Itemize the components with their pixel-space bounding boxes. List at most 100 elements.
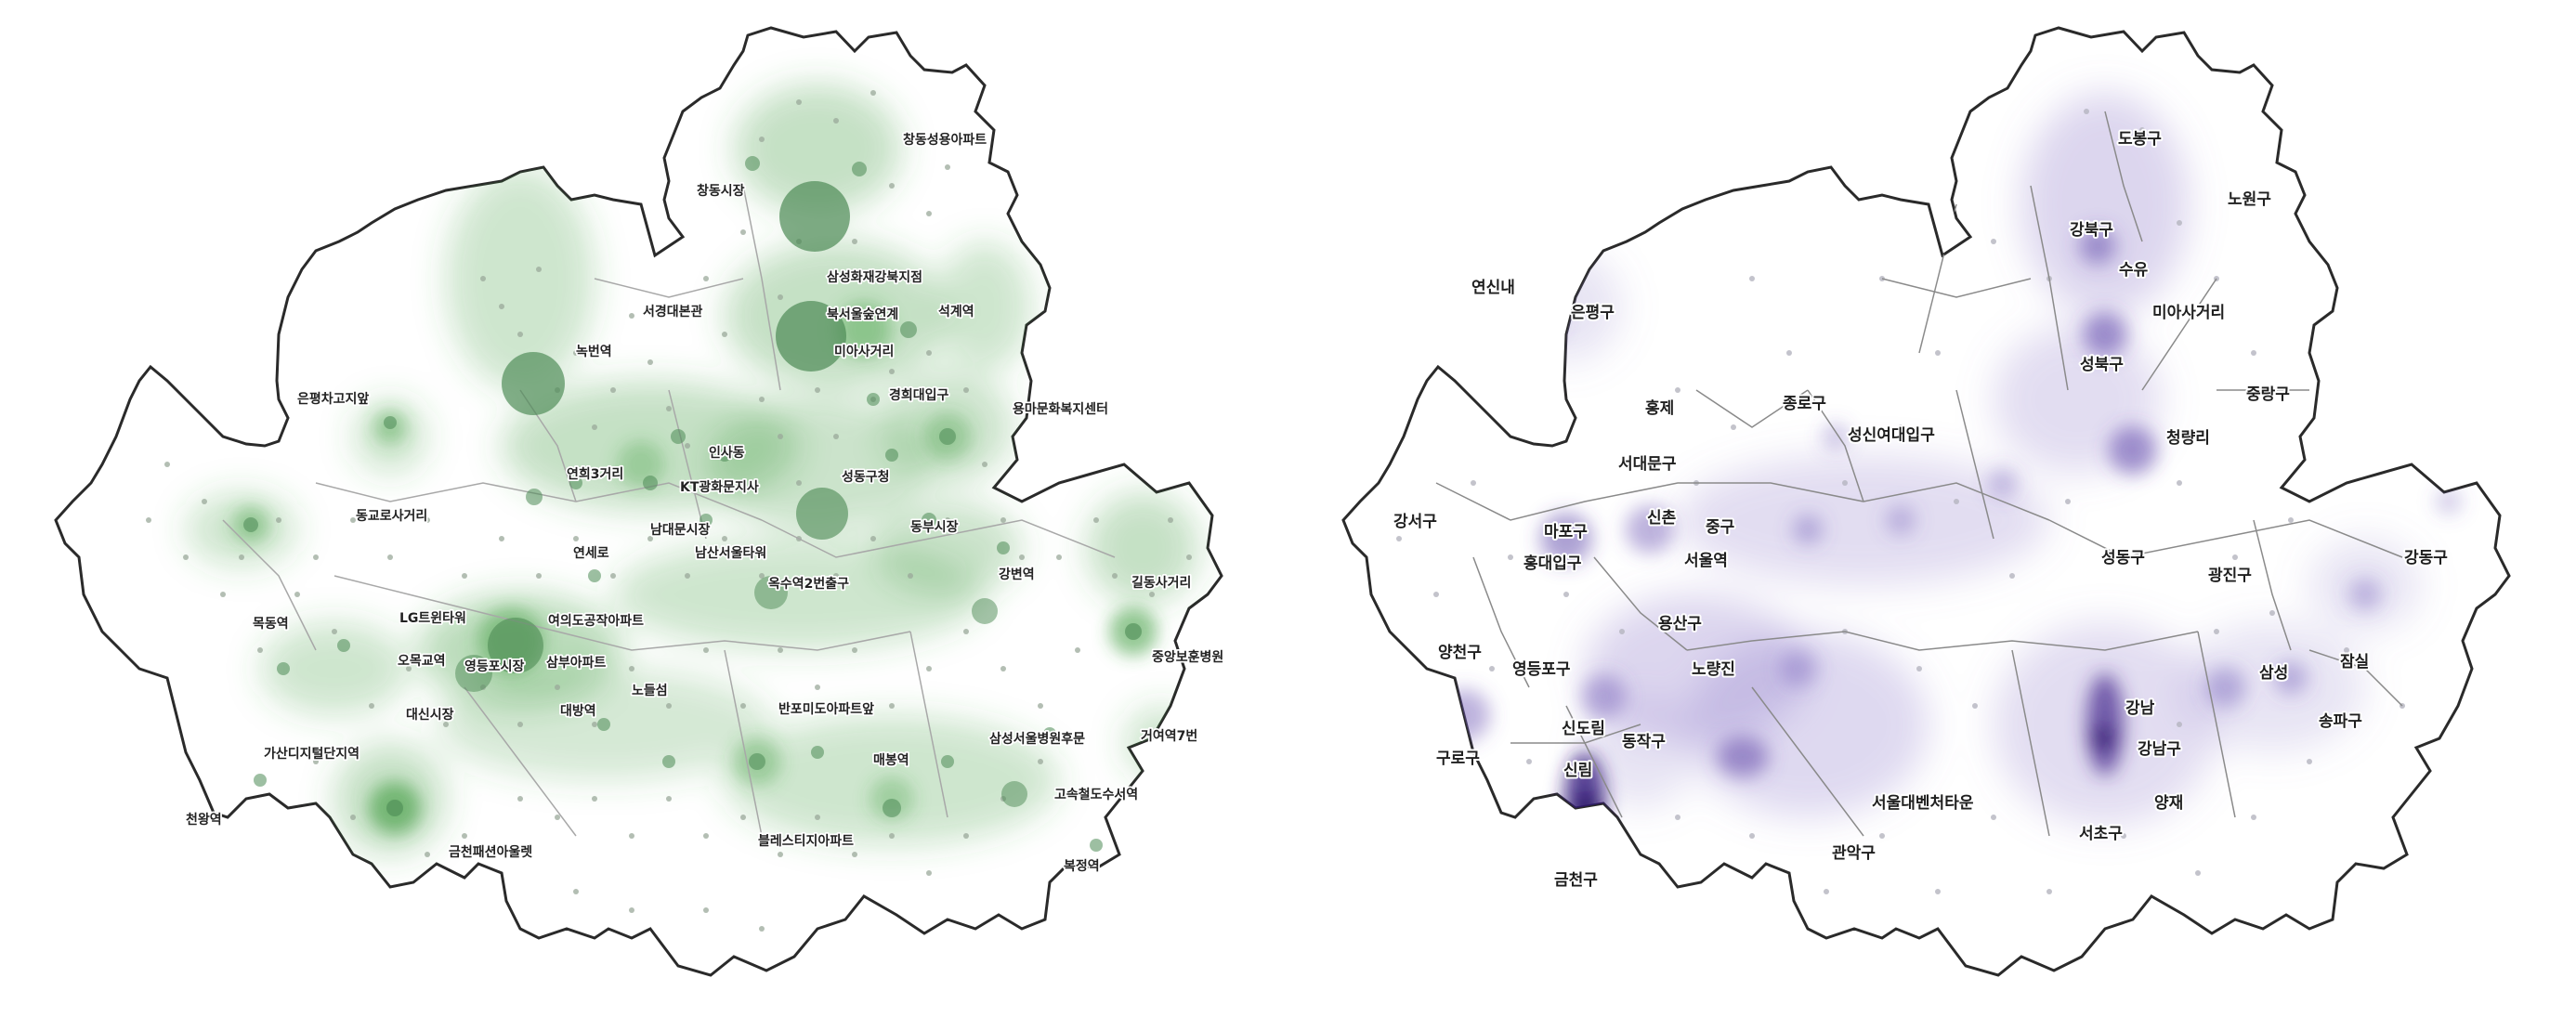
left-map-panel: 창동성용아파트 창동시장 삼성화재강북지점 북서울숲연계 석계역 서경대본관 녹… <box>54 26 1225 977</box>
district-label: 송파구 <box>2319 712 2362 731</box>
district-label: 은평구 <box>1571 304 1615 322</box>
map-label: 창동성용아파트 <box>903 132 987 148</box>
district-label: 서울역 <box>1684 552 1728 570</box>
district-label: 강동구 <box>2404 549 2448 567</box>
district-label: 강북구 <box>2070 221 2113 240</box>
district-label: 서대문구 <box>1618 455 1677 474</box>
map-label: 삼부아파트 <box>546 655 607 671</box>
bubble-small <box>972 598 998 624</box>
map-label: 경희대입구 <box>889 387 949 403</box>
map-label: LG트윈타워 <box>399 611 466 626</box>
district-label: 성신여대입구 <box>1848 426 1935 445</box>
district-label: 서울대벤처타운 <box>1872 794 1974 813</box>
map-label: 동교로사거리 <box>356 509 427 524</box>
map-label: 동부시장 <box>910 519 959 535</box>
map-label: 성동구청 <box>842 470 890 485</box>
right-heat-layer <box>1396 93 2462 894</box>
district-label: 잠실 <box>2340 653 2369 671</box>
district-label: 노량진 <box>1692 660 1735 679</box>
map-label: 서경대본관 <box>643 304 703 319</box>
map-label: 고속철도수서역 <box>1054 787 1138 802</box>
district-label: 서초구 <box>2079 825 2123 843</box>
district-label: 성동구 <box>2101 549 2145 567</box>
map-label: 길동사거리 <box>1131 576 1191 591</box>
map-label: 용마문화복지센터 <box>1013 402 1108 417</box>
district-label: 동작구 <box>1622 733 1666 751</box>
bubble-layer <box>243 156 1142 852</box>
district-label: 홍대입구 <box>1523 554 1582 573</box>
bubble-large <box>776 301 846 372</box>
bubble-small <box>455 655 492 692</box>
district-label: 도봉구 <box>2118 130 2162 149</box>
district-label: 중구 <box>1706 518 1735 537</box>
map-label: 대신시장 <box>406 707 454 723</box>
map-label: 천왕역 <box>186 812 222 828</box>
map-label: 블레스티지아파트 <box>758 833 854 849</box>
district-label: 용산구 <box>1658 615 1702 633</box>
right-map-panel: 도봉구 노원구 강북구 수유 은평구 미아사거리 성북구 중랑구 종로구 홍제 … <box>1288 0 2575 1017</box>
map-label: 남대문시장 <box>650 522 711 538</box>
district-label: 신림 <box>1563 762 1592 780</box>
district-label: 금천구 <box>1554 871 1598 890</box>
district-label: 홍제 <box>1645 398 1674 418</box>
map-label: 인사동 <box>709 445 745 461</box>
map-label: 강변역 <box>999 567 1035 582</box>
map-label: 녹번역 <box>576 344 612 359</box>
district-label: 강서구 <box>1393 513 1437 531</box>
map-label: 복정역 <box>1064 858 1100 874</box>
district-label: 광진구 <box>2208 567 2252 585</box>
district-label: 마포구 <box>1544 523 1588 541</box>
map-label: 여의도공작아파트 <box>548 613 644 629</box>
district-label: 수유 <box>2119 261 2149 280</box>
map-label: 거여역7번 <box>1141 728 1197 744</box>
district-label: 구로구 <box>1436 750 1480 768</box>
district-label: 미아사거리 <box>2152 304 2225 322</box>
bubble-medium <box>796 488 848 540</box>
map-label: 삼성서울병원후문 <box>989 731 1085 747</box>
map-label: 옥수역2번출구 <box>768 576 849 592</box>
right-map-svg: 도봉구 노원구 강북구 수유 은평구 미아사거리 성북구 중랑구 종로구 홍제 … <box>1341 26 2511 977</box>
left-labels: 창동성용아파트 창동시장 삼성화재강북지점 북서울숲연계 석계역 서경대본관 녹… <box>184 130 1225 876</box>
district-label: 성북구 <box>2080 356 2124 374</box>
bubble-small <box>1001 781 1027 807</box>
map-label: 매봉역 <box>873 752 909 768</box>
district-label: 신도림 <box>1562 720 1605 738</box>
bubble-small <box>754 576 788 609</box>
district-label: 종로구 <box>1783 395 1826 413</box>
map-label: 가산디지털단지역 <box>264 746 360 762</box>
map-label: 창동시장 <box>697 183 745 199</box>
map-label: 삼성화재강북지점 <box>827 269 922 285</box>
bubble-large <box>502 352 565 415</box>
left-map-svg: 창동성용아파트 창동시장 삼성화재강북지점 북서울숲연계 석계역 서경대본관 녹… <box>54 26 1225 977</box>
map-label: 은평차고지앞 <box>297 391 369 407</box>
map-label: 석계역 <box>938 304 974 319</box>
map-label: 목동역 <box>253 616 289 632</box>
map-label: 반포미도아파트앞 <box>778 701 874 717</box>
map-label: 중앙보훈병원 <box>1152 649 1223 665</box>
right-labels: 도봉구 노원구 강북구 수유 은평구 미아사거리 성북구 중랑구 종로구 홍제 … <box>1392 128 2450 892</box>
district-label: 신촌 <box>1647 509 1677 528</box>
bubble-large <box>779 181 850 252</box>
map-label: 연세로 <box>573 546 609 561</box>
district-label: 강남구 <box>2138 740 2181 759</box>
map-label: 노들섬 <box>632 684 668 698</box>
district-label: 관악구 <box>1832 844 1876 863</box>
district-label: 노원구 <box>2228 190 2271 209</box>
map-label: 금천패션아울렛 <box>449 844 532 860</box>
map-label: 북서울숲연계 <box>827 306 898 322</box>
map-label: 오목교역 <box>398 653 446 669</box>
map-label: 미아사거리 <box>834 344 894 359</box>
left-heat-layer <box>146 84 1198 932</box>
district-label: 양재 <box>2154 794 2183 813</box>
map-label: 영등포시장 <box>464 658 525 674</box>
map-label: 남산서울타워 <box>695 545 766 561</box>
station-points <box>146 90 1192 932</box>
bubble-medium <box>488 618 543 673</box>
district-label: 청량리 <box>2166 428 2210 448</box>
district-label: 영등포구 <box>1512 660 1571 679</box>
district-label: 양천구 <box>1438 644 1482 662</box>
district-label: 중랑구 <box>2246 385 2290 404</box>
district-label: 삼성 <box>2259 664 2288 683</box>
district-label: 연신내 <box>1471 279 1515 297</box>
map-label: 대방역 <box>560 703 596 719</box>
